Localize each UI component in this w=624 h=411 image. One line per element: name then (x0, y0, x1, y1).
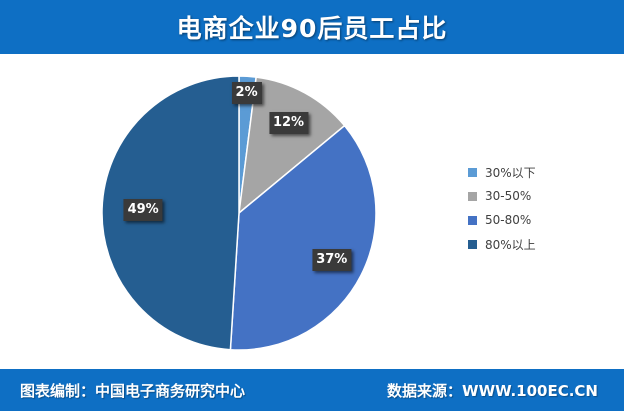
footer-credit: 图表编制：中国电子商务研究中心 (20, 382, 246, 400)
chart-title: 电商企业90后员工占比 (176, 14, 448, 43)
footer-source: 数据来源：WWW.100EC.CN (387, 382, 598, 400)
chart-area: 2% 12% 37% 49% 30%以下 30-50% 50-80% 80%以上 (0, 54, 624, 369)
pie-chart (101, 75, 377, 351)
legend-swatch (468, 239, 477, 249)
pie-data-label: 12% (268, 111, 309, 134)
pie-slice (101, 75, 240, 351)
legend-label: 80%以上 (485, 237, 536, 252)
legend-label: 30%以下 (485, 165, 536, 180)
legend-label: 50-80% (485, 213, 532, 227)
legend-item: 30%以下 (468, 160, 536, 184)
pie-data-label: 49% (123, 198, 163, 221)
legend: 30%以下 30-50% 50-80% 80%以上 (468, 160, 536, 256)
legend-item: 50-80% (468, 208, 536, 232)
pie-data-label: 2% (231, 81, 262, 104)
pie-data-label: 37% (312, 249, 352, 272)
footer-bar: 图表编制：中国电子商务研究中心 数据来源：WWW.100EC.CN (0, 369, 624, 411)
legend-swatch (468, 167, 477, 177)
legend-label: 30-50% (485, 189, 532, 203)
header-bar: 电商企业90后员工占比 (0, 0, 624, 54)
legend-swatch (468, 215, 477, 225)
pie-slice (238, 76, 346, 215)
legend-swatch (468, 191, 477, 201)
pie-slice (229, 124, 377, 351)
legend-item: 30-50% (468, 184, 536, 208)
legend-item: 80%以上 (468, 232, 536, 256)
